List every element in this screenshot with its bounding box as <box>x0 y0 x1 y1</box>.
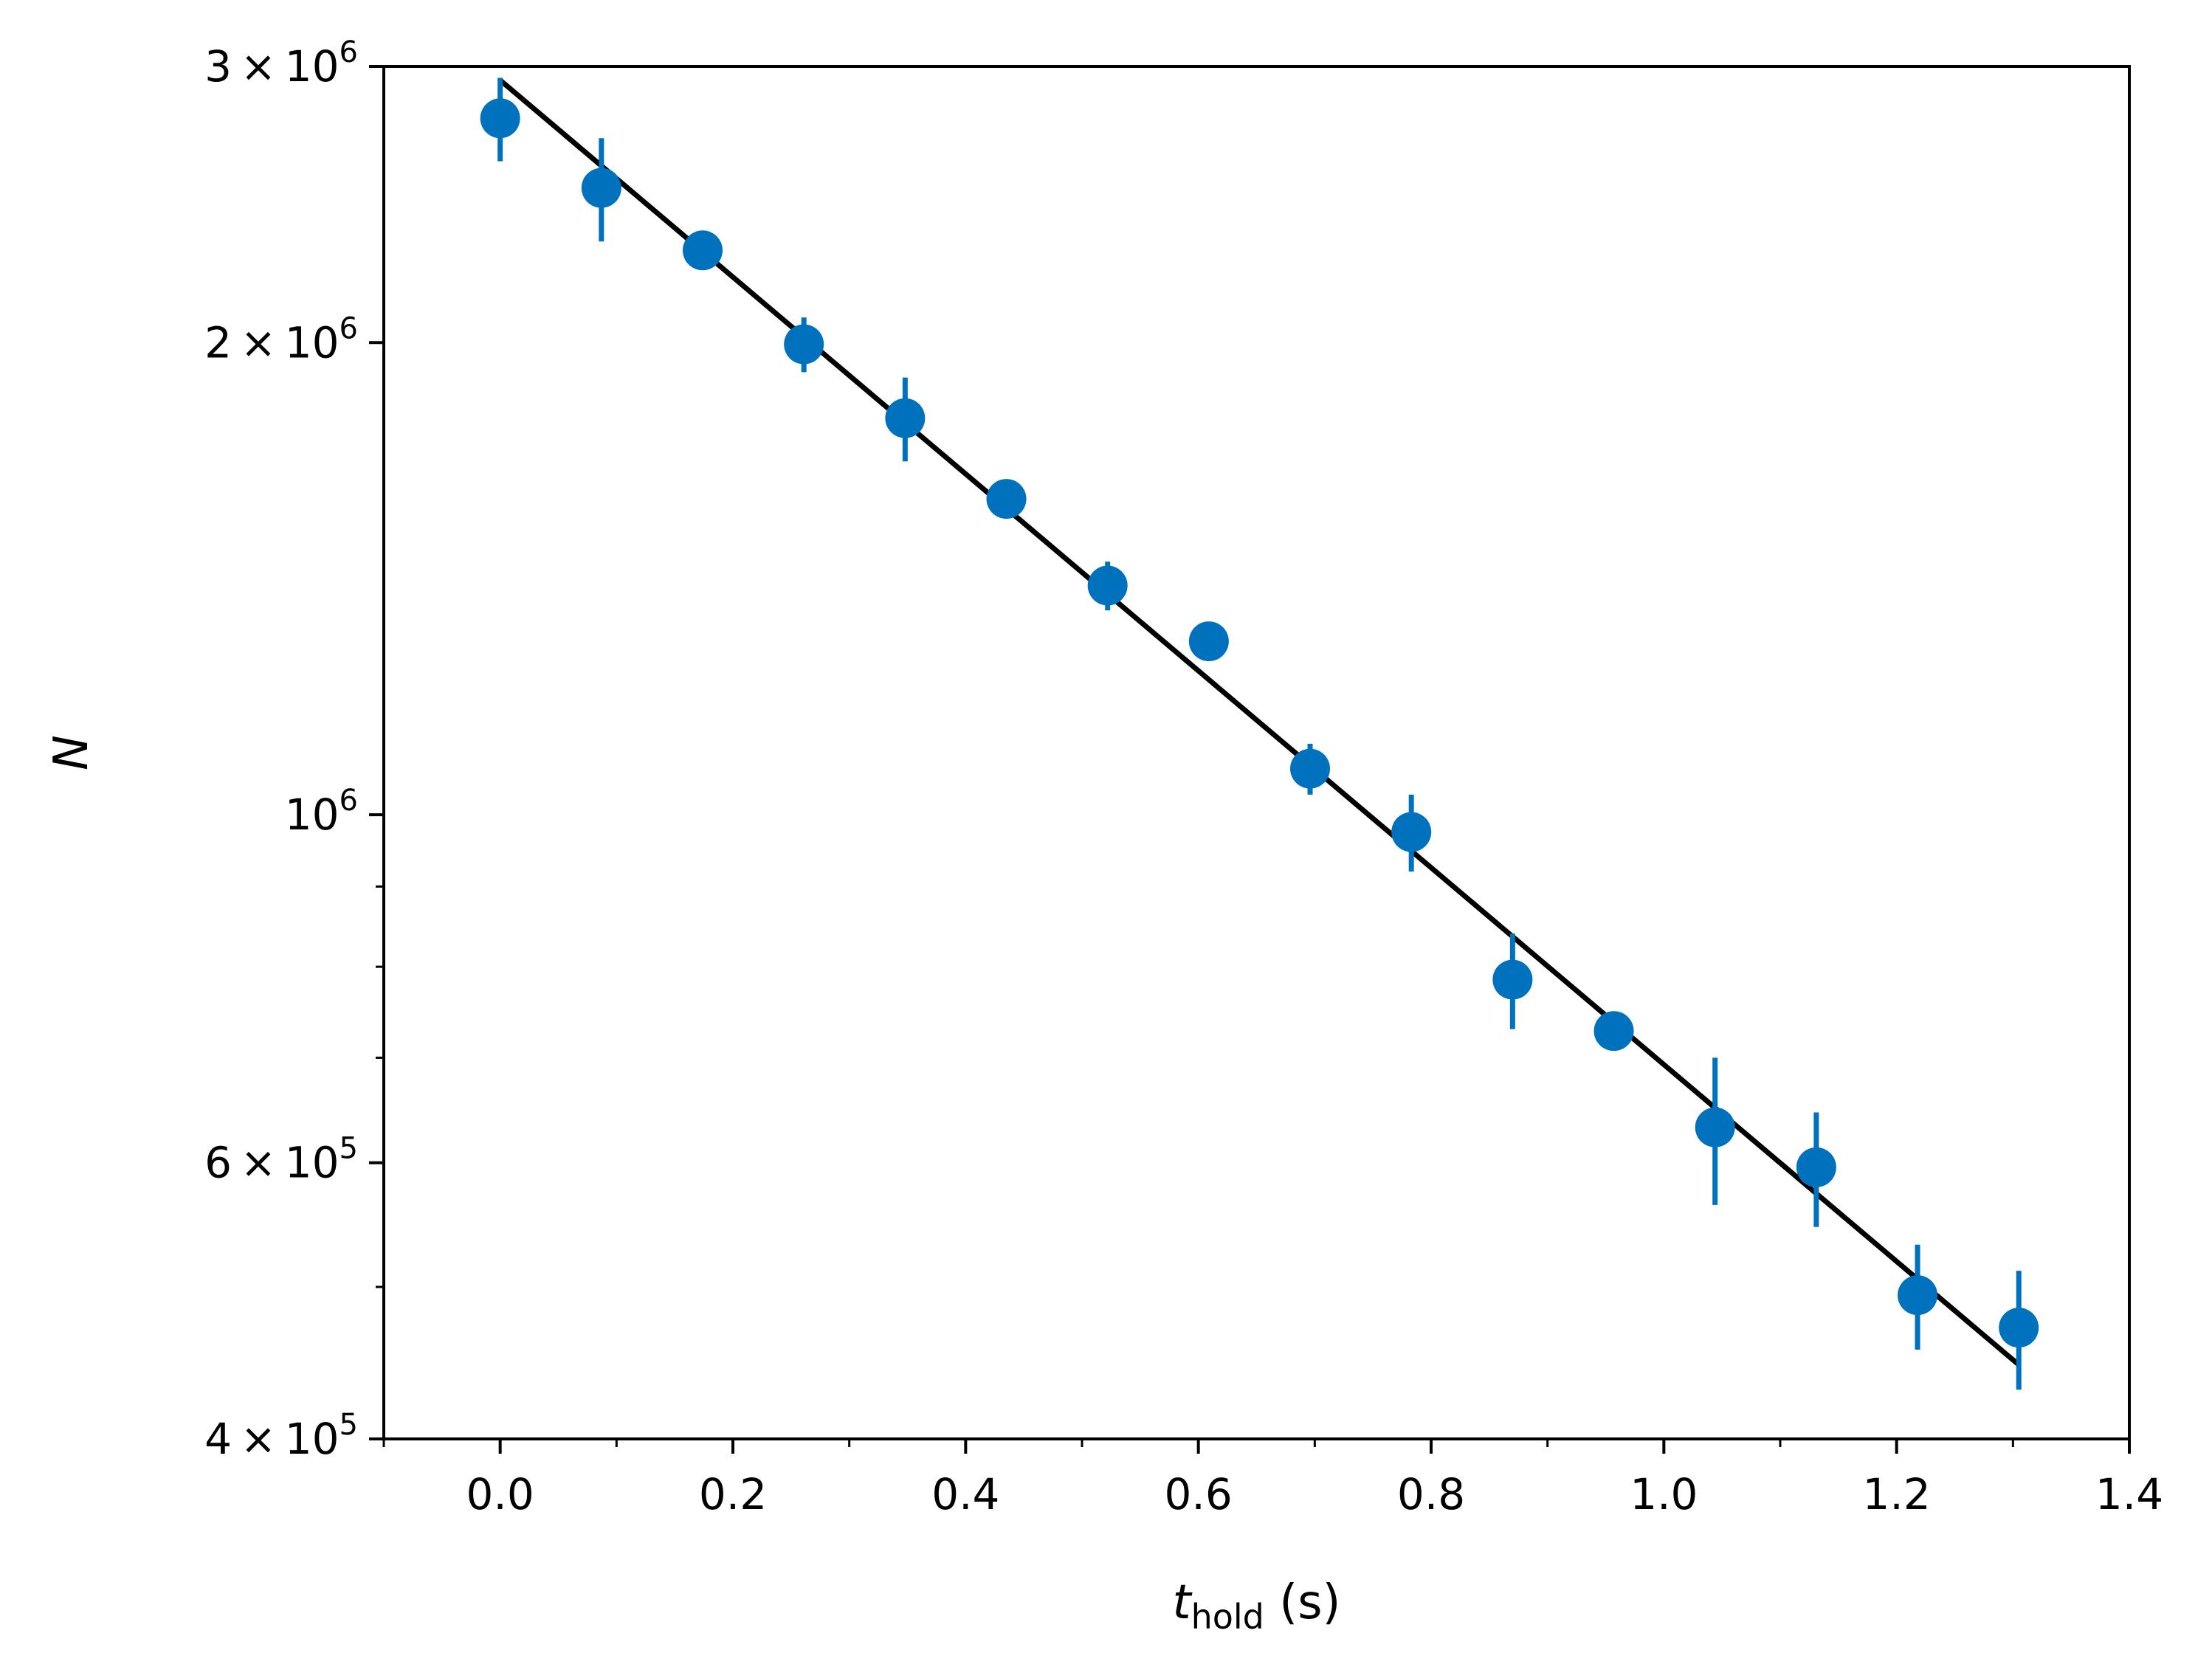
y-tick-label-1: 2 × 106 <box>204 311 358 367</box>
data-point-12 <box>1695 1107 1735 1147</box>
axes <box>369 65 2131 1454</box>
x-tick-label-7: 1.4 <box>2095 1469 2163 1519</box>
x-tick-label-3: 0.6 <box>1165 1469 1233 1519</box>
data-point-3 <box>784 324 824 365</box>
x-tick-label-0: 0.0 <box>466 1469 534 1519</box>
y-tick-label-4: 4 × 105 <box>204 1408 358 1464</box>
plot-frame <box>382 65 2131 1440</box>
tick-labels: 0.0 0.2 0.4 0.6 0.8 1.0 1.2 1.4 3 × 106 2 × 106 10… <box>204 35 2163 1519</box>
data-point-6 <box>1087 565 1128 606</box>
data-point-0 <box>480 98 520 139</box>
data-point-10 <box>1492 959 1533 1000</box>
data-point-13 <box>1796 1147 1836 1187</box>
y-tick-label-2: 106 <box>285 784 358 840</box>
data-point-8 <box>1290 748 1331 789</box>
x-tick-label-6: 1.2 <box>1863 1469 1931 1519</box>
x-tick-label-5: 1.0 <box>1630 1469 1698 1519</box>
data-marks <box>480 77 2039 1390</box>
data-point-2 <box>683 230 723 271</box>
data-point-15 <box>1999 1308 2039 1348</box>
y-tick-label-3: 6 × 105 <box>204 1132 358 1188</box>
data-point-1 <box>581 168 621 208</box>
x-tick-label-1: 0.2 <box>699 1469 767 1519</box>
data-point-7 <box>1188 621 1229 662</box>
data-point-14 <box>1898 1275 1938 1316</box>
data-point-4 <box>885 398 926 438</box>
x-tick-label-2: 0.4 <box>931 1469 999 1519</box>
data-point-11 <box>1593 1011 1634 1052</box>
x-tick-label-4: 0.8 <box>1397 1469 1465 1519</box>
data-point-5 <box>986 479 1027 519</box>
x-axis-label: thold (s) <box>1173 1575 1341 1637</box>
y-axis-label: N <box>44 735 99 770</box>
data-point-9 <box>1391 812 1432 852</box>
y-tick-label-0: 3 × 106 <box>204 35 358 92</box>
fit-line <box>498 77 2021 1367</box>
